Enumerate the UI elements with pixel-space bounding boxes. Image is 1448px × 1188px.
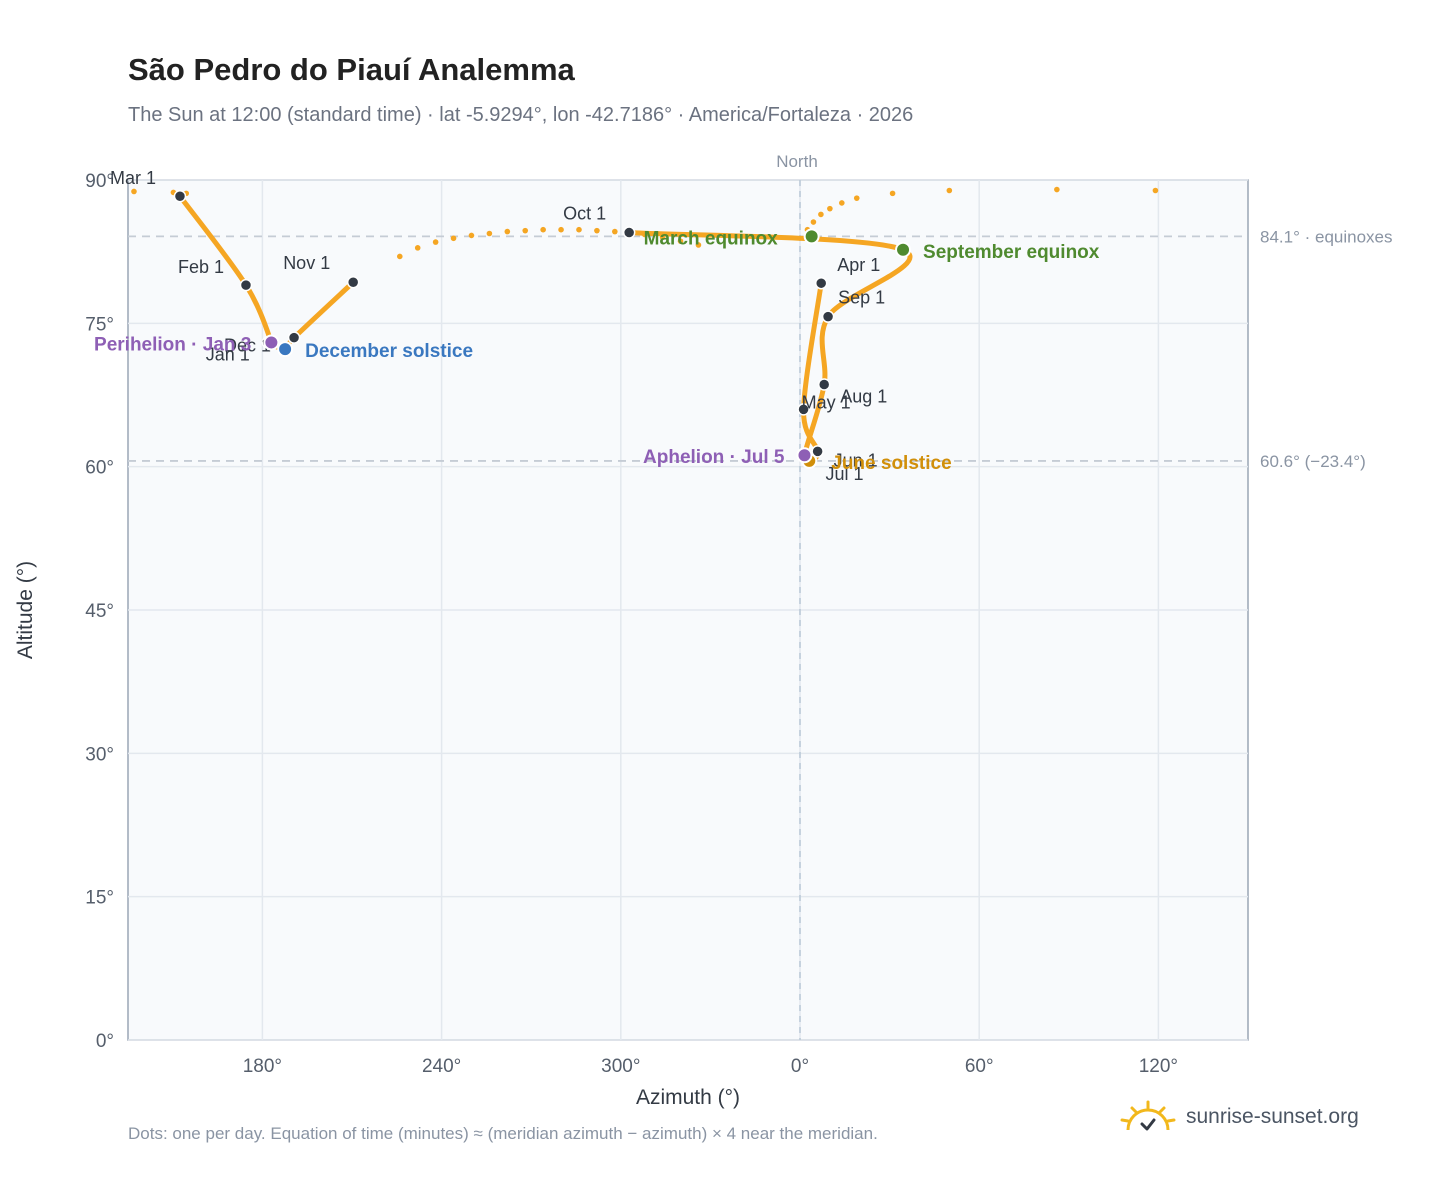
x-tick-label: 60° (965, 1056, 994, 1077)
daily-dot (504, 228, 511, 235)
daily-dot (468, 232, 475, 239)
daily-dot (414, 245, 421, 251)
reference-line-label: 84.1° · equinoxes (1260, 227, 1393, 246)
daily-dot (540, 226, 546, 233)
reference-line-label: 60.6° (−23.4°) (1260, 452, 1366, 471)
brand-name: sunrise-sunset.org (1186, 1105, 1359, 1128)
event-label: Perihelion · Jan 3 (94, 334, 251, 355)
event-marker (803, 228, 820, 245)
y-axis-label: Altitude (°) (14, 561, 37, 659)
event-label: September equinox (923, 242, 1100, 263)
north-label: North (776, 152, 818, 171)
daily-dot (1054, 186, 1060, 193)
month-label: Aug 1 (840, 386, 887, 406)
daily-dot (522, 227, 529, 234)
daily-dot (889, 190, 896, 197)
month-marker (346, 275, 360, 289)
month-marker (821, 310, 835, 323)
chart-title: São Pedro do Piauí Analemma (128, 52, 575, 87)
month-label: Apr 1 (837, 255, 880, 275)
daily-dot (659, 234, 666, 241)
month-marker (811, 445, 824, 458)
daily-dot (594, 227, 600, 234)
y-tick-label: 15° (85, 888, 114, 909)
daily-dot (450, 235, 457, 242)
daily-dots (131, 186, 1159, 260)
daily-dot (641, 231, 648, 238)
daily-dot (677, 238, 684, 244)
y-tick-label: 75° (85, 314, 114, 335)
event-label: March equinox (644, 228, 779, 249)
brand[interactable]: sunrise-sunset.org (1120, 1100, 1359, 1134)
month-label: Jul 1 (826, 464, 864, 484)
daily-dot (486, 230, 493, 237)
month-marker (622, 226, 636, 239)
month-marker (797, 403, 810, 416)
event-marker (277, 341, 294, 358)
event-label: December solstice (305, 341, 473, 362)
month-label: Dec 1 (224, 336, 271, 356)
month-marker (287, 331, 301, 344)
sun-logo-icon (1120, 1100, 1176, 1131)
event-marker (796, 447, 813, 464)
grid-lines (128, 179, 1248, 1041)
y-tick-label: 60° (85, 458, 114, 479)
daily-dot (946, 187, 953, 194)
daily-dot (432, 239, 439, 245)
daily-dot (1152, 187, 1159, 194)
daily-dot (827, 205, 833, 212)
daily-dot (695, 242, 702, 248)
event-label: Aphelion · Jul 5 (643, 447, 785, 468)
y-tick-label: 45° (85, 601, 114, 622)
daily-dot (810, 219, 817, 225)
chart-subtitle: The Sun at 12:00 (standard time) · lat -… (128, 104, 914, 126)
month-label: Jun 1 (834, 450, 878, 470)
month-label: Jan 1 (206, 344, 250, 364)
event-marker (263, 334, 280, 351)
month-label: Oct 1 (563, 204, 606, 224)
event-marker (895, 241, 912, 258)
y-tick-label: 30° (85, 744, 114, 765)
daily-dot (558, 226, 564, 233)
daily-dot (576, 226, 582, 233)
x-tick-label: 300° (601, 1056, 640, 1077)
x-tick-label: 120° (1139, 1056, 1178, 1077)
y-tick-label: 0° (96, 1031, 114, 1052)
month-label: Nov 1 (283, 253, 330, 273)
x-tick-label: 0° (791, 1056, 809, 1077)
daily-dot (612, 228, 618, 235)
daily-dot (853, 195, 860, 201)
event-markers: March equinox September equinox June solst… (94, 228, 1100, 474)
month-label: Feb 1 (178, 257, 224, 277)
daily-dot (131, 188, 137, 195)
month-marker (817, 378, 831, 391)
month-marker (239, 278, 253, 292)
x-tick-label: 240° (422, 1056, 461, 1077)
y-tick-label: 90° (85, 171, 114, 192)
daily-dot (396, 253, 403, 260)
month-label: Mar 1 (110, 168, 156, 188)
daily-dot (818, 211, 824, 218)
x-tick-label: 180° (243, 1056, 282, 1077)
month-label: Sep 1 (838, 288, 885, 308)
month-marker (173, 189, 187, 203)
daily-dot (839, 200, 845, 206)
footnote: Dots: one per day. Equation of time (min… (128, 1124, 878, 1143)
axes: 0° 15° 30° 45° 60° 75° 90° 180° 240° 300° 0° 60° 120… (85, 171, 1178, 1077)
x-axis-label: Azimuth (°) (636, 1086, 740, 1109)
event-label: June solstice (831, 453, 951, 474)
month-label: May 1 (802, 392, 851, 412)
month-marker (814, 276, 828, 290)
